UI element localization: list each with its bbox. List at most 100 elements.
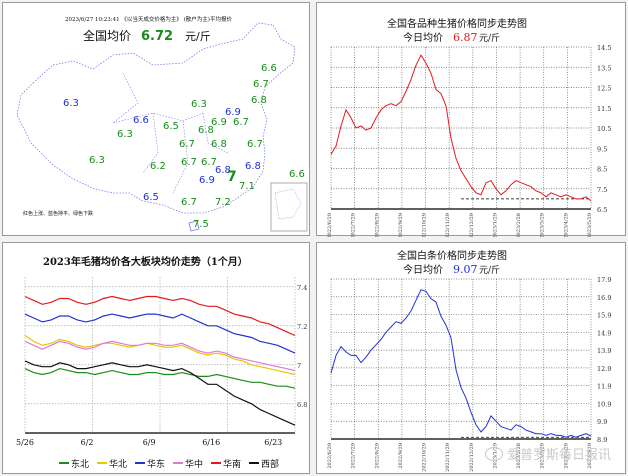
x-tick-label: 2023/3/29 (540, 213, 546, 237)
legend-label: 西部 (261, 458, 279, 470)
y-tick-label: 11.9 (597, 383, 611, 391)
hainan-island (188, 220, 200, 232)
map-price-label: 6.2 (150, 161, 166, 172)
y-tick-label: 12.5 (597, 85, 611, 93)
regional-price-chart-panel: 2023年毛猪均价各大板块均价走势（1个月） 7.4 7.2 7 6.8 5/26 6/2… (2, 242, 310, 474)
china-price-map: 2023/6/27 10:23:41 《以当天成交价格为主》 (散户为主)平均报… (16, 15, 308, 232)
map-inner-border (112, 72, 229, 194)
x-tick-label: 2022/10/29 (422, 213, 428, 237)
legend-label: 华东 (147, 458, 165, 470)
map-price-label: 6.5 (163, 121, 179, 132)
map-price-label: 7.5 (193, 219, 209, 230)
y-tick-label: 12.9 (597, 365, 611, 373)
x-tick-label: 5/26 (16, 438, 34, 447)
y-tick-label: 15.9 (597, 312, 611, 320)
y-tick-label: 14.5 (597, 44, 611, 52)
legend-label: 华中 (185, 458, 203, 470)
map-title-prefix: 全国均价 (83, 28, 131, 43)
map-price-label: 6.3 (191, 99, 207, 110)
y-tick-label: 16.9 (597, 294, 611, 302)
y-tick-label: 9.9 (597, 418, 607, 426)
map-national-avg: 6.72 (141, 29, 173, 44)
map-price-label: 6.6 (261, 63, 277, 74)
series-line (24, 360, 296, 426)
map-price-label: 6.7 (201, 157, 217, 168)
chart-subtitle-unit: 元/斤 (479, 33, 500, 44)
x-tick-label: 2023/4/29 (563, 213, 569, 237)
map-price-label: 6.3 (117, 129, 133, 140)
x-tick-label: 2023/2/28 (516, 213, 522, 237)
hog-price-chart: 全国各品种生猪价格同步走势图 今日均价 6.87 元/斤 14.5 13.5 12.… (327, 17, 611, 237)
x-tick-label: 6/23 (264, 438, 282, 447)
map-price-label: 6.7 (233, 117, 249, 128)
map-price-label: 6.9 (225, 107, 241, 118)
map-legend: 红色上涨、蓝色持平、绿色下跌 (23, 210, 93, 217)
inset-islands (274, 188, 302, 220)
chart-subtitle-value: 9.07 (453, 263, 478, 276)
regional-price-chart: 2023年毛猪均价各大板块均价走势（1个月） 7.4 7.2 7 6.8 5/26 6/2… (16, 255, 307, 470)
carcass-price-chart: 全国白条价格同步走势图 今日均价 9.07 元/斤 17.9 16.9 15.9 14… (327, 249, 611, 472)
map-price-label: 6.8 (211, 139, 227, 150)
x-tick-label: 2023/2/28 (516, 443, 522, 469)
y-tick-label: 13.5 (597, 64, 611, 72)
x-tick-label: 6/9 (143, 438, 156, 447)
map-price-label: 6.9 (199, 175, 215, 186)
y-tick-label: 7 (297, 362, 301, 370)
carcass-price-chart-panel: 全国白条价格同步走势图 今日均价 9.07 元/斤 17.9 16.9 15.9 14… (316, 242, 626, 474)
y-tick-label: 6.8 (297, 401, 307, 409)
south-sea-inset (270, 182, 308, 232)
y-tick-label: 7.2 (297, 323, 307, 331)
x-tick-label: 2022/12/29 (469, 213, 475, 237)
watermark-text: 爱普罗斯每日报讯 (506, 448, 611, 463)
series-line (24, 340, 296, 372)
y-tick-label: 11.5 (597, 105, 611, 113)
map-price-label: 6.6 (133, 115, 149, 126)
chart-title: 全国各品种生猪价格同步走势图 (387, 17, 527, 30)
y-tick-label: 17.9 (597, 276, 611, 284)
chart-subtitle-unit: 元/斤 (479, 265, 500, 276)
map-panel: 2023/6/27 10:23:41 《以当天成交价格为主》 (散户为主)平均报… (2, 2, 310, 236)
x-tick-label: 2022/10/29 (422, 443, 428, 472)
map-price-label: 7.1 (239, 181, 255, 192)
y-tick-label: 9.5 (597, 145, 607, 153)
map-price-label: 6.7 (179, 139, 195, 150)
x-tick-label: 2022/9/29 (398, 443, 404, 469)
x-tick-label: 6/16 (202, 438, 220, 447)
series-line (24, 367, 296, 389)
map-outline (16, 22, 296, 214)
map-price-label: 6.3 (89, 155, 105, 166)
map-price-label: 6.8 (215, 165, 231, 176)
chart-title: 2023年毛猪均价各大板块均价走势（1个月） (43, 255, 248, 268)
hog-price-chart-panel: 全国各品种生猪价格同步走势图 今日均价 6.87 元/斤 14.5 13.5 12.… (316, 2, 626, 237)
x-tick-label: 2023/4/29 (563, 443, 569, 469)
map-price-label: 6.8 (198, 125, 214, 136)
chart-legend: 东北 华北 华东 华中 华南 西部 (59, 458, 279, 470)
x-tick-label: 2022/7/29 (351, 443, 357, 469)
x-tick-label: 2023/3/29 (540, 443, 546, 469)
map-price-label: 6.7 (181, 157, 197, 168)
y-tick-label: 10.5 (597, 125, 611, 133)
map-unit: 元/斤 (185, 30, 211, 43)
series-line (330, 54, 592, 202)
map-price-label: 6.8 (251, 95, 267, 106)
y-tick-label: 14.9 (597, 329, 611, 337)
y-tick-label: 7.5 (597, 186, 607, 194)
x-tick-label: 2023/5/29 (587, 443, 593, 469)
map-price-label: 6.9 (211, 117, 227, 128)
chart-title: 全国白条价格同步走势图 (397, 249, 507, 262)
y-tick-label: 7.4 (297, 284, 307, 292)
y-tick-label: 8.5 (597, 166, 607, 174)
legend-label: 华北 (109, 458, 127, 470)
map-price-label: 6.8 (245, 161, 261, 172)
chart-subtitle-value: 6.87 (453, 31, 478, 44)
chart-subtitle-prefix: 今日均价 (403, 263, 443, 276)
x-tick-label: 2022/6/29 (327, 443, 333, 469)
x-tick-label: 2023/1/29 (492, 213, 498, 237)
x-tick-label: 2022/9/29 (398, 213, 404, 237)
map-price-label: 6.5 (143, 192, 159, 203)
wechat-icon (484, 446, 503, 461)
map-price-label: 6.7 (247, 139, 263, 150)
map-price-label: 6.6 (289, 169, 305, 180)
map-header: 2023/6/27 10:23:41 《以当天成交价格为主》 (散户为主)平均报… (65, 15, 232, 23)
y-tick-label: 6.5 (597, 206, 607, 214)
